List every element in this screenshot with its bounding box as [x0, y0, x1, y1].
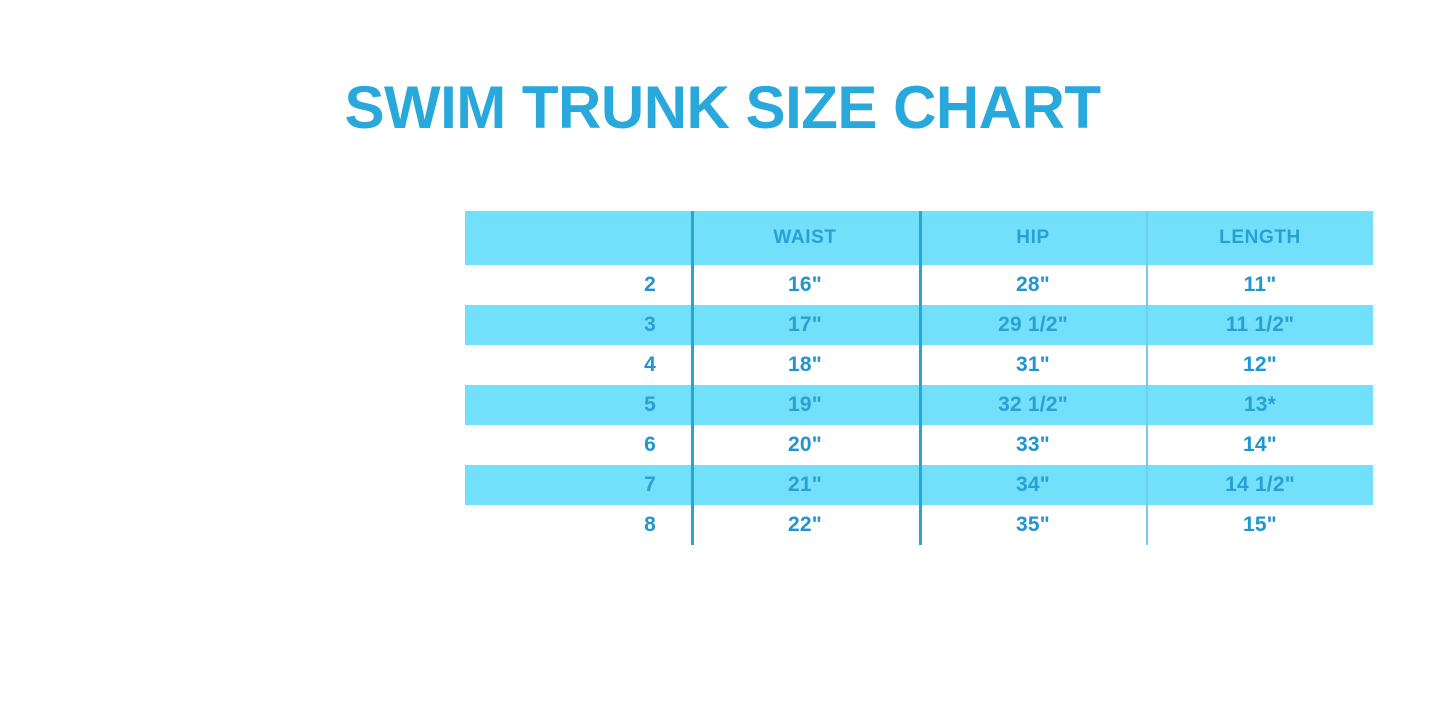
table-row: 6 20" 33" 14" [465, 425, 1373, 465]
cell-waist: 22" [788, 513, 822, 536]
cell-length: 15" [1243, 513, 1277, 536]
column-header-waist: WAIST [773, 227, 837, 248]
cell-hip: 29 1/2" [998, 313, 1068, 336]
column-header-length: LENGTH [1219, 227, 1301, 248]
column-header-hip: HIP [1016, 227, 1050, 248]
column-header-size [465, 211, 691, 265]
cell-waist: 17" [788, 313, 822, 336]
cell-size: 3 [644, 313, 656, 336]
cell-length: 11 1/2" [1225, 313, 1295, 336]
table-row: 2 16" 28" 11" [465, 265, 1373, 305]
table-row: 4 18" 31" 12" [465, 345, 1373, 385]
cell-size: 4 [644, 353, 656, 376]
cell-waist: 18" [788, 353, 822, 376]
cell-size: 6 [644, 433, 656, 456]
cell-length: 14" [1243, 433, 1277, 456]
cell-waist: 21" [788, 473, 822, 496]
size-chart-table: WAIST HIP LENGTH 2 16" 28" 11" 3 17" 29 … [465, 211, 1373, 545]
cell-waist: 19" [788, 393, 822, 416]
cell-waist: 16" [788, 273, 822, 296]
cell-size: 2 [644, 273, 656, 296]
cell-hip: 31" [1016, 353, 1050, 376]
cell-length: 11" [1243, 273, 1277, 296]
cell-length: 13* [1243, 393, 1277, 416]
cell-size: 7 [644, 473, 656, 496]
page-title: SWIM TRUNK SIZE CHART [344, 74, 1101, 141]
cell-length: 12" [1243, 353, 1277, 376]
cell-hip: 34" [1016, 473, 1050, 496]
table-row: 3 17" 29 1/2" 11 1/2" [465, 305, 1373, 345]
table-row: 7 21" 34" 14 1/2" [465, 465, 1373, 505]
cell-length: 14 1/2" [1225, 473, 1295, 496]
cell-hip: 35" [1016, 513, 1050, 536]
cell-waist: 20" [788, 433, 822, 456]
table-row: 8 22" 35" 15" [465, 505, 1373, 545]
table-header-row: WAIST HIP LENGTH [465, 211, 1373, 265]
cell-hip: 28" [1016, 273, 1050, 296]
cell-size: 8 [644, 513, 656, 536]
table-row: 5 19" 32 1/2" 13* [465, 385, 1373, 425]
cell-size: 5 [644, 393, 656, 416]
cell-hip: 32 1/2" [998, 393, 1068, 416]
cell-hip: 33" [1016, 433, 1050, 456]
